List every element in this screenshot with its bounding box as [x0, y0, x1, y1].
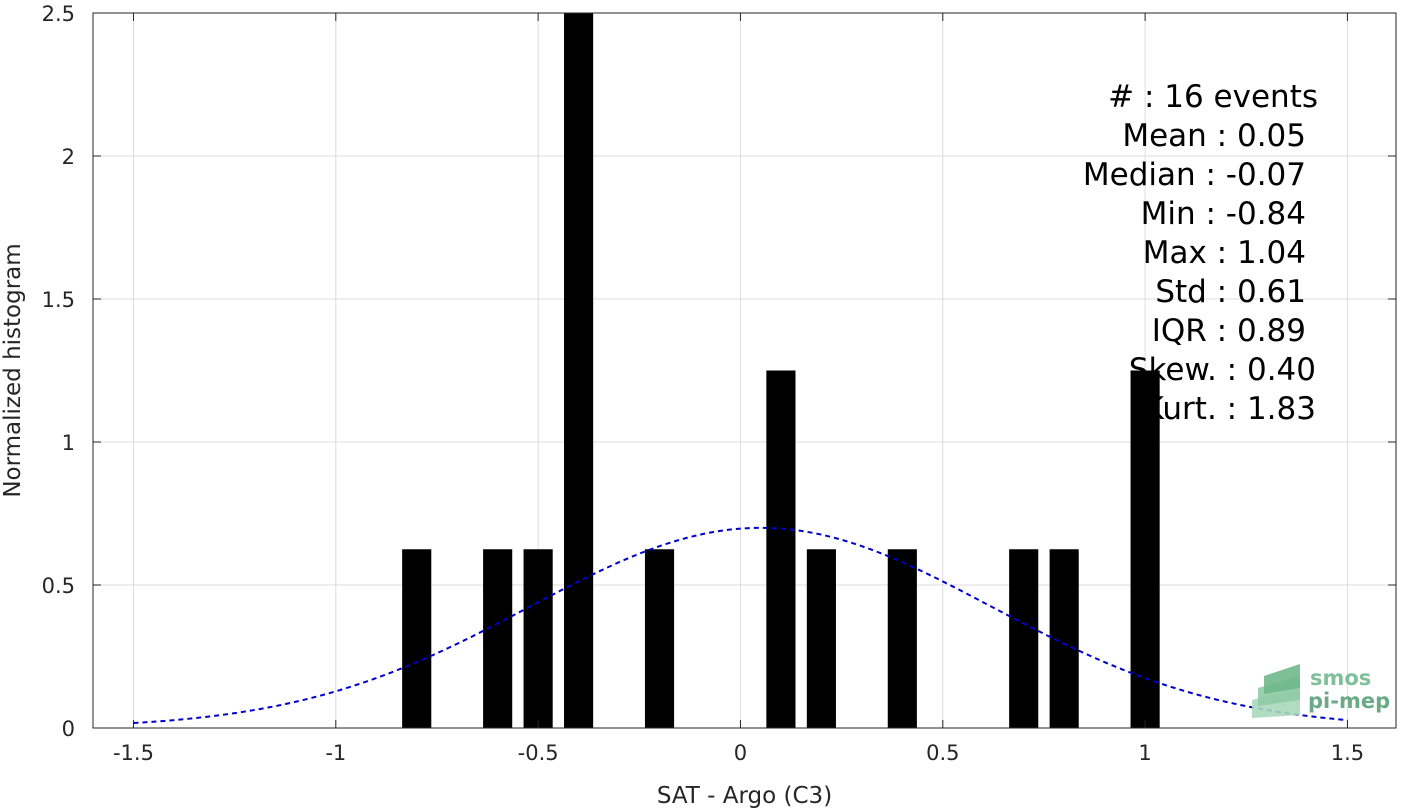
histogram-bar [644, 549, 675, 728]
y-axis-ticks: 0 0.5 1 1.5 2 2.5 [42, 2, 1396, 741]
y-tick-label: 2.5 [42, 2, 75, 26]
y-tick-label: 1 [62, 431, 75, 455]
stats-line: Std : 0.61 [1155, 274, 1306, 310]
x-tick-label: -1.5 [113, 741, 154, 765]
normal-fit-line [133, 526, 1348, 725]
histogram-bar [1130, 370, 1160, 728]
histogram-bar [1009, 549, 1039, 728]
logo-text-pi-mep: pi-mep [1308, 689, 1390, 713]
histogram-bar [483, 549, 513, 728]
x-tick-label: 0.5 [926, 741, 959, 765]
stats-line: Kurt. : 1.83 [1144, 391, 1316, 427]
histogram-bar [1049, 549, 1079, 728]
histogram-bar [806, 549, 836, 728]
histogram-bar [523, 549, 553, 728]
logo-icon [1252, 664, 1300, 718]
plot-frame [92, 12, 1397, 729]
x-tick-label: 0 [734, 741, 747, 765]
y-tick-label: 2 [62, 145, 75, 169]
histogram-bar [887, 549, 917, 728]
y-tick-label: 0 [62, 717, 75, 741]
stats-line: Skew. : 0.40 [1129, 352, 1316, 388]
stats-line: # : 16 events [1108, 79, 1318, 115]
x-tick-label: 1 [1138, 741, 1151, 765]
x-tick-label: 1.5 [1331, 741, 1364, 765]
y-tick-label: 0.5 [42, 574, 75, 598]
stats-line: Min : -0.84 [1141, 196, 1306, 232]
stats-line: IQR : 0.89 [1152, 313, 1306, 349]
histogram-bar [564, 13, 594, 728]
x-axis-label: SAT - Argo (C3) [657, 783, 832, 809]
stats-line: Max : 1.04 [1143, 235, 1306, 271]
stats-line: Median : -0.07 [1083, 157, 1306, 193]
bars [402, 13, 1160, 728]
logo-text-smos: smos [1310, 666, 1371, 690]
histogram-bar [766, 370, 796, 728]
histogram-bar [402, 549, 432, 728]
stats-line: Mean : 0.05 [1122, 118, 1306, 154]
x-tick-label: -1 [325, 741, 346, 765]
normal-fit-curve [133, 526, 1348, 725]
y-axis-label: Normalized histogram [0, 243, 26, 497]
x-axis-ticks: -1.5 -1 -0.5 0 0.5 1 1.5 [113, 13, 1364, 765]
x-tick-label: -0.5 [518, 741, 559, 765]
y-tick-label: 1.5 [42, 288, 75, 312]
smos-pi-mep-logo: smos pi-mep [1252, 664, 1390, 718]
